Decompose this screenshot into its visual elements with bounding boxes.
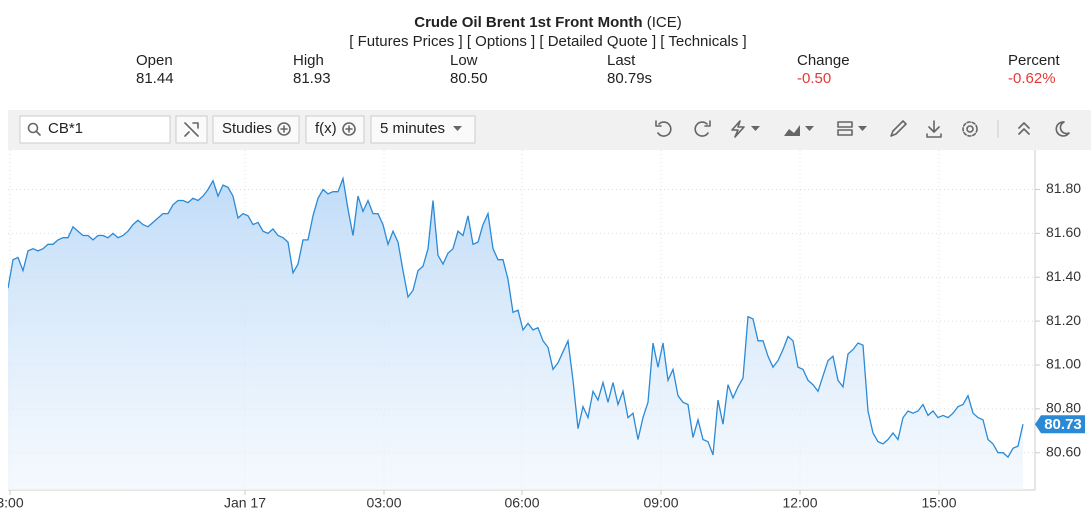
events-icon[interactable] (731, 120, 745, 138)
compare-icon (184, 122, 199, 137)
search-icon (27, 122, 39, 134)
add-icon (277, 122, 291, 136)
x-tick-label: 03:00 (366, 495, 401, 511)
title: Crude Oil Brent 1st Front Month (414, 14, 642, 31)
interval-label: 5 minutes (380, 120, 445, 137)
x-tick-label: 3:00 (0, 495, 24, 511)
y-tick-label: 80.60 (1046, 443, 1081, 459)
quote-value: 80.50 (450, 70, 488, 87)
last-price-tag (1035, 415, 1085, 434)
x-tick-label: 09:00 (643, 495, 678, 511)
quote-label: Open (136, 52, 173, 69)
links: [ Futures Prices ] [ Options ] [ Detaile… (349, 33, 746, 50)
y-tick-label: 81.20 (1046, 312, 1081, 328)
dropdown-arrow (858, 126, 867, 131)
quote-label: Percent (1008, 52, 1061, 69)
price-line (8, 176, 1024, 459)
dropdown-arrow (751, 126, 760, 131)
quote-label: High (293, 52, 324, 69)
exchange: (ICE) (643, 14, 682, 31)
x-tick-label: 15:00 (921, 495, 956, 511)
quote-label: Change (797, 52, 850, 69)
y-tick-label: 80.80 (1046, 400, 1081, 416)
link[interactable]: [ Technicals ] (660, 33, 746, 50)
add-icon (342, 122, 356, 136)
quote-label: Last (607, 52, 636, 69)
y-tick-label: 81.40 (1046, 268, 1081, 284)
quote-value: 80.79s (607, 70, 652, 87)
settings-icon (962, 121, 978, 137)
x-tick-label: 06:00 (504, 495, 539, 511)
area (8, 178, 1023, 490)
collapse-icon[interactable] (1018, 122, 1030, 135)
link[interactable]: [ Detailed Quote ] (539, 33, 656, 50)
add-icon (345, 125, 353, 133)
x-tick-label: Jan 17 (224, 495, 266, 511)
y-tick-label: 81.00 (1046, 356, 1081, 372)
dropdown-arrow (805, 126, 814, 131)
undo-icon[interactable] (655, 120, 672, 137)
y-tick-label: 81.60 (1046, 224, 1081, 240)
quote-value: -0.62% (1008, 70, 1056, 87)
x-tick-label: 12:00 (782, 495, 817, 511)
link[interactable]: [ Futures Prices ] (349, 33, 462, 50)
redo-icon[interactable] (694, 120, 711, 137)
quote-value: 81.93 (293, 70, 331, 87)
quote-value: 81.44 (136, 70, 174, 87)
chart-type-icon[interactable] (784, 125, 800, 136)
search-box[interactable] (19, 115, 171, 144)
draw-icon[interactable] (890, 120, 907, 137)
add-icon (280, 125, 288, 133)
y-tick-label: 81.80 (1046, 180, 1081, 196)
settings-icon[interactable] (966, 125, 974, 133)
layout-icon[interactable] (837, 121, 853, 136)
title-line: Crude Oil Brent 1st Front Month (ICE) (414, 14, 682, 31)
last-price-label: 80.73 (1044, 416, 1082, 433)
dropdown-arrow (453, 126, 462, 131)
studies-label: Studies (222, 120, 272, 137)
link[interactable]: [ Options ] (467, 33, 535, 50)
symbol: CB*1 (48, 120, 83, 137)
download-icon[interactable] (926, 120, 942, 138)
fx-label: f(x) (315, 120, 337, 137)
quote-label: Low (450, 52, 478, 69)
search-icon (35, 130, 41, 136)
quote-value: -0.50 (797, 70, 831, 87)
theme-icon[interactable] (1055, 121, 1070, 137)
plot: 80.60 80.80 81.00 81.20 81.40 81.60 81.80 3:00 J… (0, 150, 1085, 511)
